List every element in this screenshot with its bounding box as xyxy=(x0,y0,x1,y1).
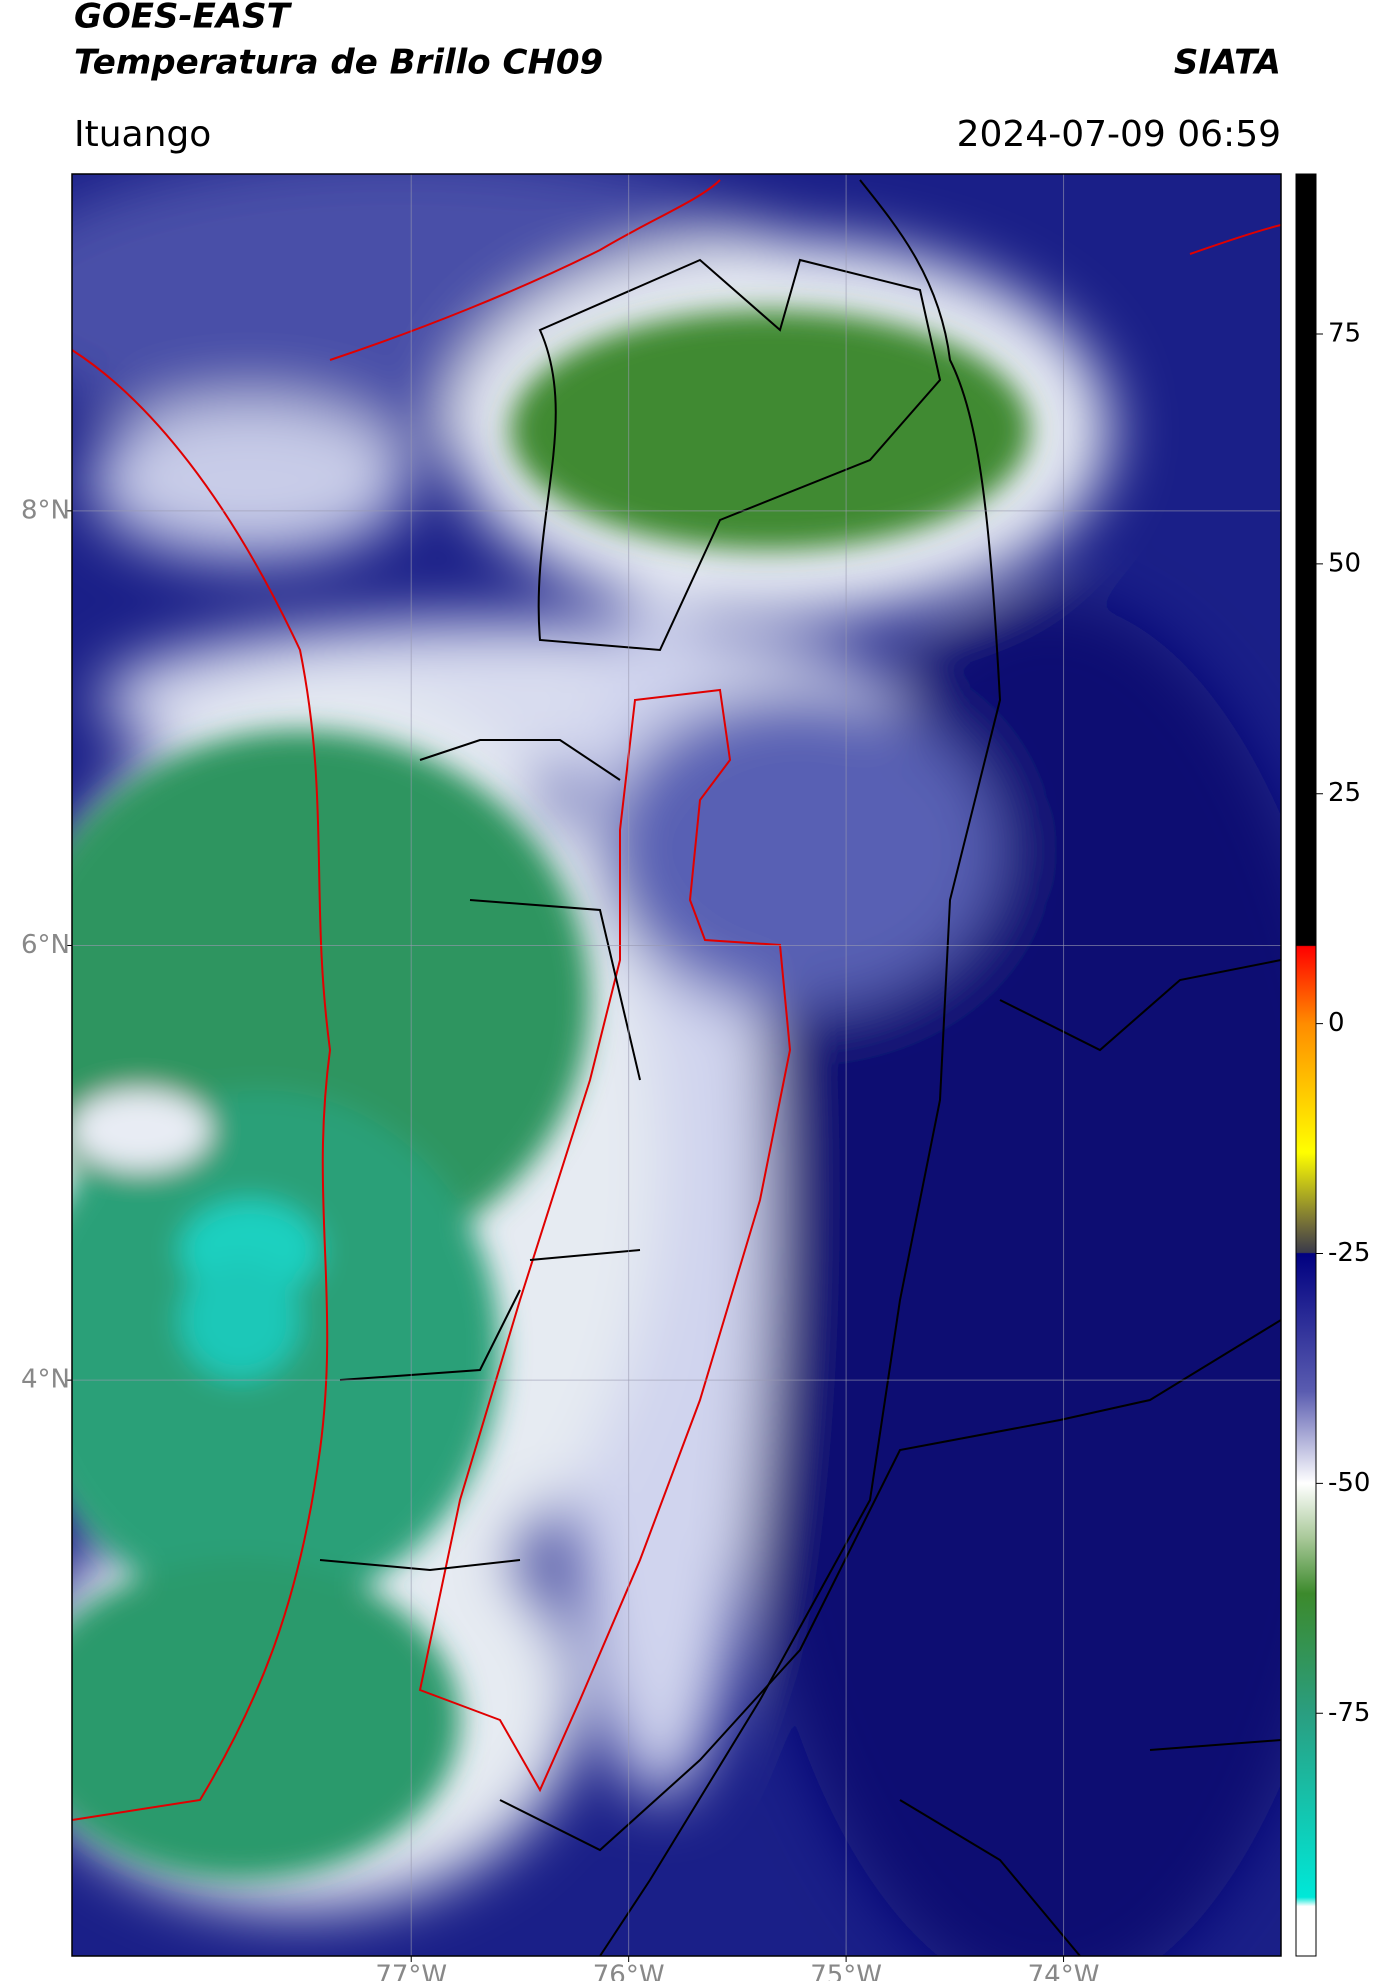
y-tick-label: 6°N xyxy=(21,930,70,960)
datetime: 2024-07-09 06:59 xyxy=(957,114,1281,155)
colorbar-tick-label: 75 xyxy=(1328,318,1361,348)
x-tick-label: 77°W xyxy=(375,1961,447,1981)
location: Ituango xyxy=(74,114,211,155)
colorbar-tick-label: 0 xyxy=(1328,1008,1345,1038)
colorbar-tick-label: -75 xyxy=(1328,1698,1370,1728)
colorbar-tick-label: -25 xyxy=(1328,1238,1370,1268)
x-tick-label: 76°W xyxy=(593,1961,665,1981)
x-tick-label: 75°W xyxy=(810,1961,882,1981)
satellite-image xyxy=(72,174,1281,1956)
source: SIATA xyxy=(1174,43,1281,83)
y-tick-label: 4°N xyxy=(21,1365,70,1395)
subtitle: Temperatura de Brillo CH09 xyxy=(74,43,603,83)
colorbar-tick-label: 25 xyxy=(1328,778,1361,808)
colorbar xyxy=(1295,173,1317,1957)
map-frame xyxy=(71,173,1282,1957)
title: GOES-EAST xyxy=(74,0,293,37)
colorbar-tick-label: -50 xyxy=(1328,1468,1370,1498)
x-tick-label: 74°W xyxy=(1028,1961,1100,1981)
y-tick-label: 8°N xyxy=(21,495,70,525)
colorbar-tick-label: 50 xyxy=(1328,548,1361,578)
